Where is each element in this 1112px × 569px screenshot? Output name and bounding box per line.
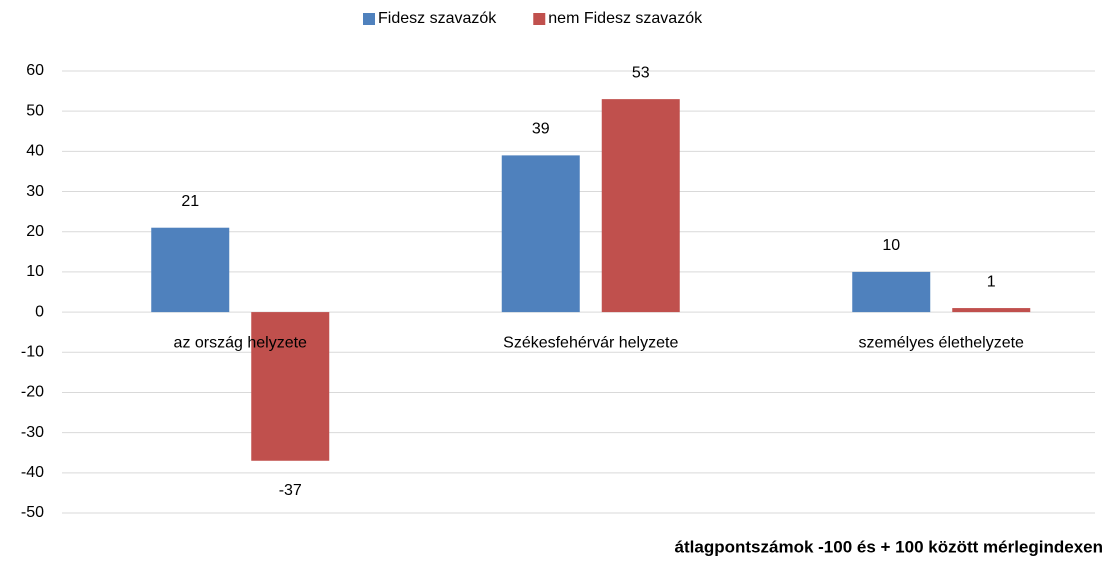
- legend-label: Fidesz szavazók: [378, 10, 497, 27]
- data-label: -37: [279, 482, 302, 499]
- y-tick-label: 30: [26, 183, 44, 200]
- y-tick-label: -20: [21, 384, 44, 401]
- data-label: 21: [181, 193, 199, 210]
- data-label: 53: [632, 64, 650, 81]
- y-tick-label: 10: [26, 263, 44, 280]
- bar: [852, 271, 931, 313]
- bar: [601, 99, 680, 313]
- y-tick-label: 50: [26, 102, 44, 119]
- y-tick-label: 40: [26, 143, 44, 160]
- bar: [501, 155, 580, 313]
- legend-label: nem Fidesz szavazók: [548, 10, 703, 27]
- data-label: 10: [882, 237, 900, 254]
- x-tick-label: személyes élethelyzete: [859, 334, 1025, 351]
- annotation: átlagpontszámok -100 és + 100 között mér…: [675, 537, 1103, 556]
- data-label: 39: [532, 121, 550, 138]
- y-tick-label: 0: [35, 303, 44, 320]
- y-tick-label: -50: [21, 504, 44, 521]
- y-tick-label: -40: [21, 464, 44, 481]
- y-tick-label: -30: [21, 424, 44, 441]
- y-tick-label: 60: [26, 62, 44, 79]
- bar: [251, 312, 330, 461]
- bar: [151, 227, 230, 313]
- x-tick-label: Székesfehérvár helyzete: [503, 334, 678, 351]
- bar: [952, 308, 1031, 313]
- data-label: 1: [987, 273, 996, 290]
- legend-swatch: [533, 13, 546, 25]
- legend-swatch: [363, 13, 375, 25]
- y-tick-label: 20: [26, 223, 44, 240]
- y-tick-label: -10: [21, 343, 44, 360]
- x-tick-label: az ország helyzete: [174, 334, 308, 351]
